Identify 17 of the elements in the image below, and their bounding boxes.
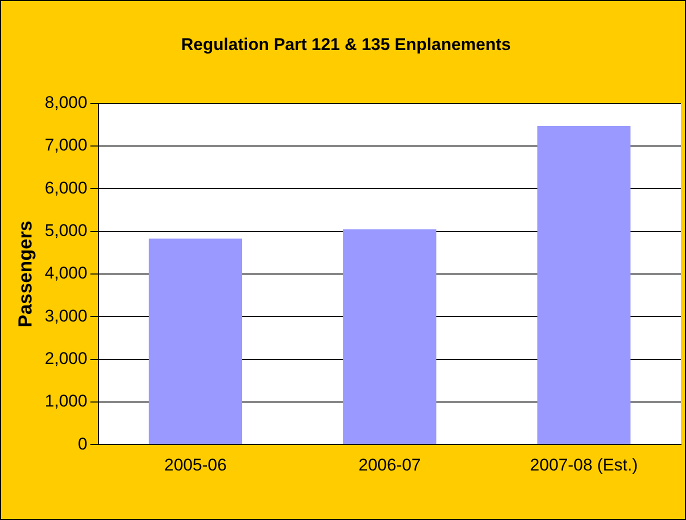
y-tick-label: 8,000	[44, 93, 88, 112]
bar	[537, 126, 631, 444]
y-tick-label: 2,000	[44, 348, 88, 368]
y-axis-title: Passengers	[16, 220, 37, 328]
y-tick-label: 0	[78, 434, 88, 454]
x-tick-label: 2007-08 (Est.)	[530, 455, 638, 474]
y-tick-label: 4,000	[44, 264, 88, 283]
y-tick-label: 5,000	[44, 221, 88, 240]
y-tick-label: 3,000	[44, 306, 88, 326]
y-tick-label: 7,000	[44, 136, 88, 155]
y-tick-label: 1,000	[44, 392, 88, 411]
chart-title: Regulation Part 121 & 135 Enplanements	[181, 34, 511, 54]
bar	[343, 229, 436, 444]
y-tick-label: 6,000	[44, 178, 88, 198]
x-tick-label: 2005-06	[164, 455, 227, 474]
x-tick-label: 2006-07	[358, 455, 421, 474]
bar	[148, 238, 242, 444]
